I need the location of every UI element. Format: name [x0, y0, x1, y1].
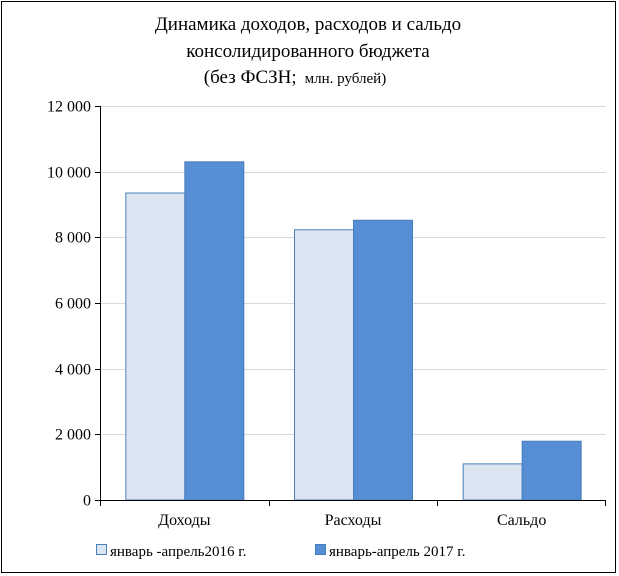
x-tick-label: Сальдо: [497, 512, 546, 529]
legend-label: январь-апрель 2017 г.: [329, 544, 466, 560]
bar: [125, 192, 186, 501]
labels-layer: 0 2 000 4 000 6 000 8 000 10 000 12 000 Доходы Р…: [47, 99, 546, 530]
chart-title-line-3b: млн. рублей): [305, 71, 387, 87]
y-tick-label: 12 000: [47, 99, 91, 116]
bar: [462, 463, 523, 501]
x-tick-label: Доходы: [158, 512, 211, 529]
x-tick-label: Расходы: [325, 512, 382, 529]
bar: [294, 229, 354, 501]
chart-title-line-1: Динамика доходов, расходов и сальдо: [155, 14, 461, 35]
y-tick-label: 4 000: [55, 362, 91, 379]
legend-swatch: [315, 544, 326, 555]
legend: январь -апрель2016 г. январь-апрель 2017 …: [96, 544, 466, 560]
y-tick-label: 0: [83, 493, 91, 510]
axes-layer: [95, 106, 606, 506]
bar: [353, 219, 413, 501]
y-tick-label: 6 000: [55, 296, 91, 313]
y-tick-label: 8 000: [55, 230, 91, 247]
y-tick-label: 10 000: [47, 165, 91, 182]
chart-title-line-3: (без ФСЗН; млн. рублей): [204, 67, 386, 88]
y-tick-label: 2 000: [55, 427, 91, 444]
bar: [184, 161, 245, 501]
bars-layer: [125, 161, 582, 501]
chart-title-line-2: консолидированного бюджета: [186, 41, 430, 62]
legend-label: январь -апрель2016 г.: [110, 544, 247, 560]
legend-swatch: [96, 544, 107, 555]
bar: [521, 440, 582, 501]
chart-title-line-3a: (без ФСЗН;: [204, 67, 297, 88]
